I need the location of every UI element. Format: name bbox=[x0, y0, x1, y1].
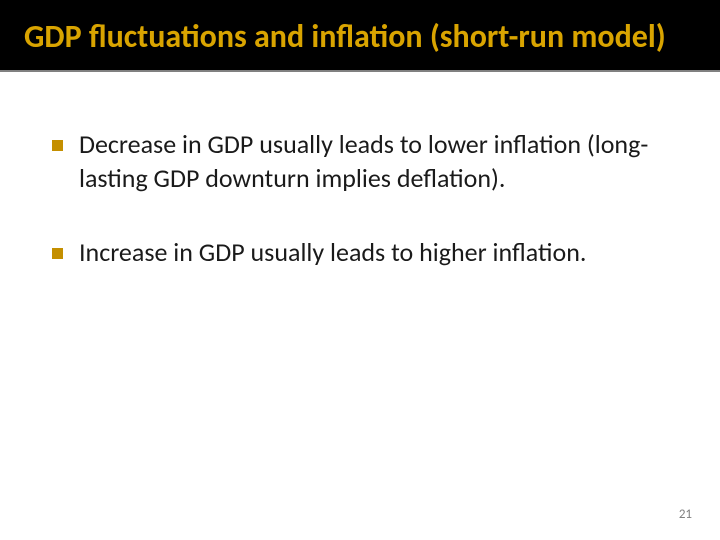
slide-title: GDP fluctuations and inflation (short-ru… bbox=[24, 18, 696, 56]
page-number: 21 bbox=[679, 507, 692, 522]
bullet-item: Decrease in GDP usually leads to lower i… bbox=[52, 128, 672, 196]
bullet-marker-icon bbox=[52, 248, 63, 259]
slide-header: GDP fluctuations and inflation (short-ru… bbox=[0, 0, 720, 72]
bullet-marker-icon bbox=[52, 140, 63, 151]
bullet-item: Increase in GDP usually leads to higher … bbox=[52, 236, 672, 270]
bullet-text: Increase in GDP usually leads to higher … bbox=[79, 236, 586, 270]
slide-content: Decrease in GDP usually leads to lower i… bbox=[0, 72, 720, 269]
bullet-text: Decrease in GDP usually leads to lower i… bbox=[79, 128, 672, 196]
